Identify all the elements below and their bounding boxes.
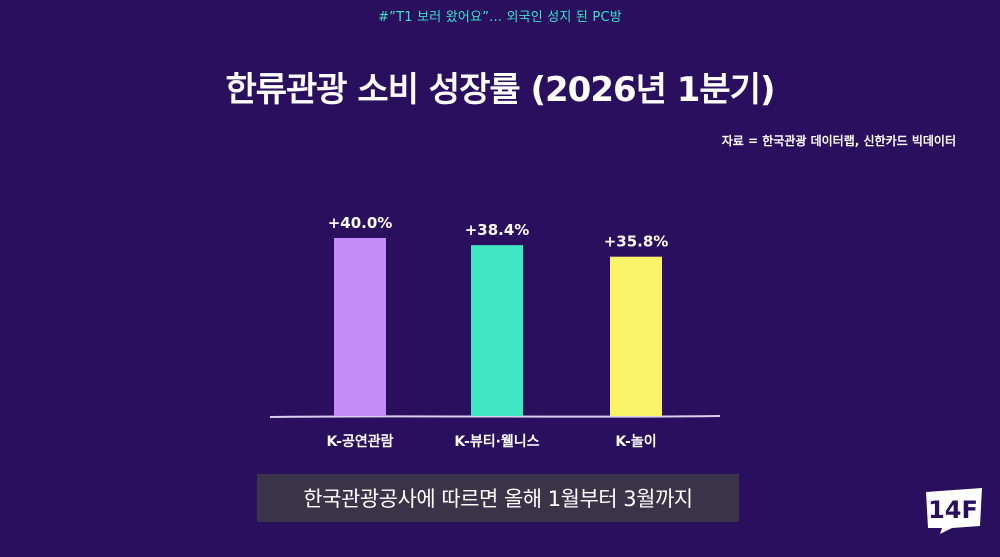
chart-title: 한류관광 소비 성장률 (2026년 1분기): [225, 70, 775, 110]
bar-1: [334, 238, 386, 416]
bar-3: [610, 256, 662, 416]
category-label: K-놀이: [615, 433, 656, 450]
episode-title: #”T1 보러 왔어요”... 외국인 성지 된 PC방: [378, 10, 622, 25]
bars-group: +40.0% K-공연관람 +38.4% K-뷰티·웰니스 +35.8% K-놀이: [327, 214, 669, 450]
bar-2: [471, 245, 523, 416]
x-axis-line: [269, 415, 721, 418]
category-label: K-공연관람: [327, 433, 394, 450]
bar-value-label: +40.0%: [328, 214, 393, 232]
channel-logo: 14F: [926, 488, 982, 534]
category-label: K-뷰티·웰니스: [454, 434, 539, 450]
bar-value-label: +35.8%: [604, 233, 669, 251]
bar-value-label: +38.4%: [465, 221, 530, 239]
subtitle-caption: 한국관광공사에 따르면 올해 1월부터 3월까지: [257, 474, 739, 522]
logo-text: 14F: [928, 496, 978, 524]
source-note: 자료 = 한국관광 데이터랩, 신한카드 빅데이터: [721, 134, 956, 148]
